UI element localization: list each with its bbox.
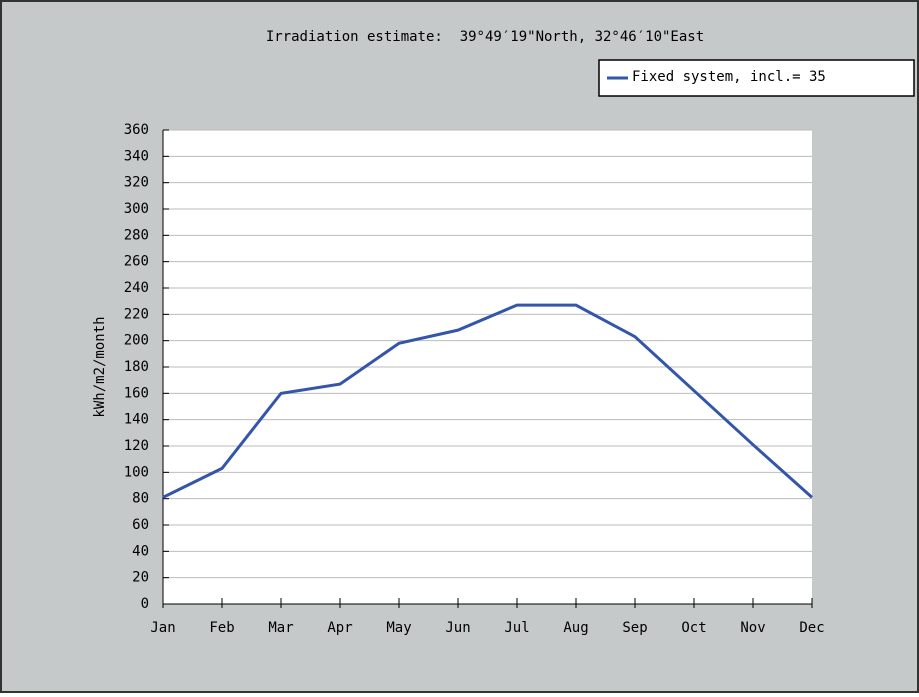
- y-tick-label: 40: [132, 543, 149, 559]
- y-tick-label: 320: [124, 175, 149, 191]
- x-tick-label: Oct: [681, 620, 706, 636]
- y-tick-label: 340: [124, 148, 149, 164]
- y-tick-label: 360: [124, 122, 149, 138]
- y-tick-label: 300: [124, 201, 149, 217]
- y-tick-label: 20: [132, 570, 149, 586]
- y-tick-label: 60: [132, 517, 149, 533]
- x-tick-label: Jan: [150, 620, 175, 636]
- legend-box: [598, 59, 915, 97]
- x-tick-label: Aug: [563, 620, 588, 636]
- x-tick-label: Feb: [209, 620, 234, 636]
- y-tick-label: 260: [124, 254, 149, 270]
- x-tick-label: Sep: [622, 620, 647, 636]
- y-tick-label: 200: [124, 333, 149, 349]
- line-series: [162, 303, 813, 499]
- x-tick-label: May: [386, 620, 411, 636]
- y-tick-label: 160: [124, 385, 149, 401]
- y-tick-label: 80: [132, 491, 149, 507]
- y-tick-label: 0: [141, 596, 149, 612]
- y-tick-label: 140: [124, 412, 149, 428]
- y-tick-label: 240: [124, 280, 149, 296]
- y-tick-label: 180: [124, 359, 149, 375]
- chart-title: Irradiation estimate: 39°49′19"North, 32…: [266, 29, 704, 45]
- y-tick-label: 280: [124, 227, 149, 243]
- x-tick-label: Nov: [740, 620, 765, 636]
- x-tick-label: Jun: [445, 620, 470, 636]
- x-tick-label: Jul: [504, 620, 529, 636]
- legend-label: Fixed system, incl.= 35: [632, 69, 826, 85]
- y-tick-label: 220: [124, 306, 149, 322]
- y-tick-label: 120: [124, 438, 149, 454]
- x-tick-label: Mar: [268, 620, 293, 636]
- x-tick-label: Dec: [799, 620, 824, 636]
- y-tick-label: 100: [124, 464, 149, 480]
- y-axis-label: kWh/m2/month: [92, 316, 108, 417]
- x-tick-label: Apr: [327, 620, 352, 636]
